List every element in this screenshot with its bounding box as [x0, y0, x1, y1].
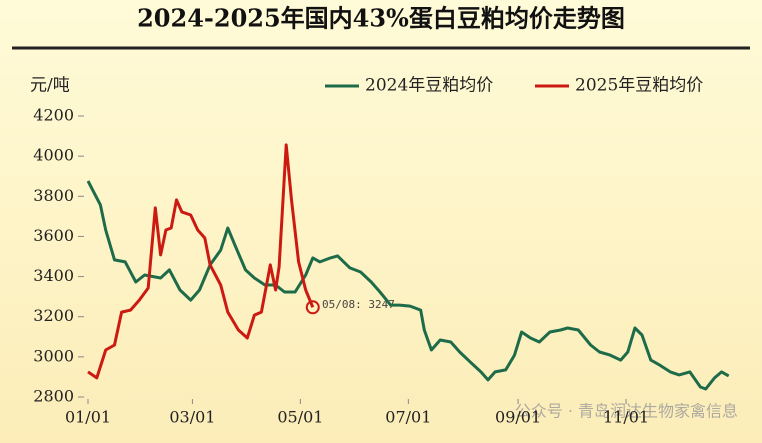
- x-tick-label: 03/01: [169, 408, 215, 427]
- series-line: [86, 180, 730, 391]
- y-tick-label: 4200: [33, 106, 74, 125]
- legend-label: 2025年豆粕均价: [575, 76, 703, 96]
- y-tick-label: 4000: [33, 146, 74, 165]
- y-tick-label: 2800: [33, 387, 74, 406]
- x-tick-label: 09/01: [495, 408, 541, 427]
- x-tick-label: 07/01: [385, 408, 431, 427]
- chart-title: 2024-2025年国内43%蛋白豆粕均价走势图: [137, 4, 625, 33]
- y-tick-label: 3000: [33, 346, 74, 365]
- y-axis-label: 元/吨: [30, 76, 70, 96]
- y-tick-label: 3600: [33, 226, 74, 245]
- point-marker: [305, 300, 320, 315]
- y-tick-label: 3800: [33, 186, 74, 205]
- x-tick-label: 01/01: [65, 408, 111, 427]
- watermark: 公众号 · 青岛润达生物家禽信息: [515, 402, 738, 421]
- y-tick-label: 3400: [33, 266, 74, 285]
- legend-label: 2024年豆粕均价: [365, 76, 493, 96]
- x-tick-label: 05/01: [277, 408, 323, 427]
- series-line: [87, 143, 315, 380]
- x-tick-label: 11/01: [603, 408, 649, 427]
- annotation: 05/08: 3247: [322, 298, 395, 311]
- y-tick-label: 3200: [33, 306, 74, 325]
